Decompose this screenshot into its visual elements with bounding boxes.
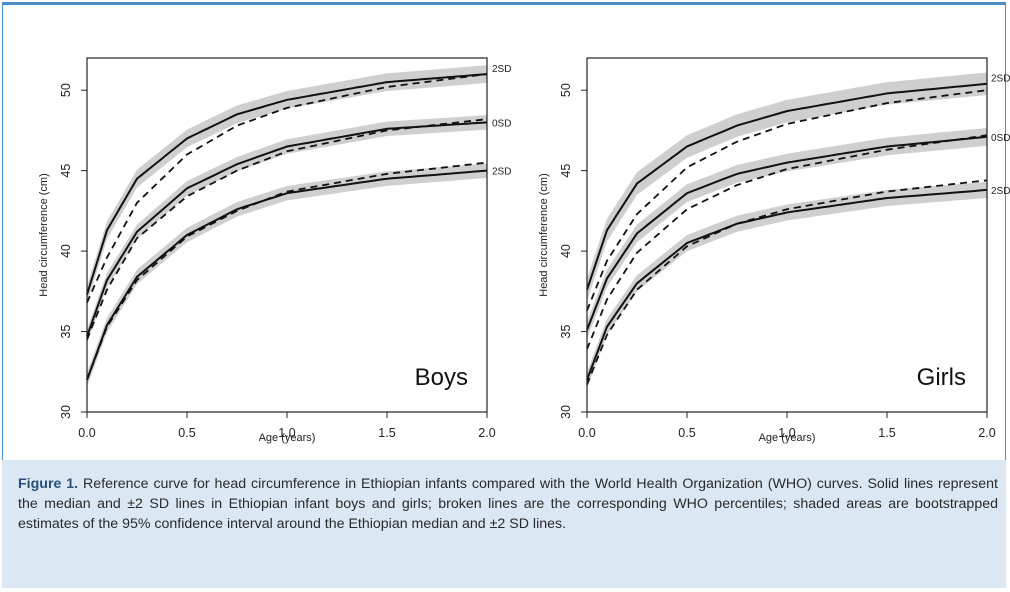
figure-caption: Figure 1. Reference curve for head circu… (18, 474, 998, 534)
boys-chart-panel: 0.0 0.5 1.0 1.5 2.0 30 35 40 45 50 Age (years) Head… (38, 57, 511, 444)
y-tick-label: 35 (59, 325, 73, 339)
series-line-5 (586, 179, 988, 385)
series-line-1 (586, 89, 988, 311)
y-tick-label: 50 (559, 83, 573, 97)
caption-box (2, 460, 1006, 588)
curve-label-0: 2SD (492, 64, 511, 75)
x-axis-label: Age (years) (259, 432, 316, 444)
y-tick-label: 45 (59, 164, 73, 178)
confidence-band-4 (87, 163, 487, 388)
x-tick-label: 1.0 (778, 426, 795, 440)
curve-label-1: 0SD (991, 133, 1010, 144)
x-tick-label: 2.0 (478, 426, 495, 440)
series-line-4 (586, 188, 988, 381)
y-tick-label: 45 (559, 164, 573, 178)
figure-charts: 0.0 0.5 1.0 1.5 2.0 30 35 40 45 50 Age (years) Head… (38, 57, 1010, 444)
x-tick-label: 1.0 (278, 426, 295, 440)
x-tick-label: 0.5 (178, 426, 195, 440)
y-tick-label: 50 (59, 83, 73, 97)
x-tick-label: 0.5 (678, 426, 695, 440)
plot-area-border (86, 57, 488, 413)
series-line-1 (86, 73, 488, 303)
series-line-0 (586, 82, 988, 291)
x-tick-label: 2.0 (978, 426, 995, 440)
series-line-0 (86, 73, 488, 295)
y-tick-label: 30 (59, 405, 73, 419)
y-tick-label: 35 (559, 325, 573, 339)
x-tick-label: 0.0 (578, 426, 595, 440)
curve-label-2: 2SD (492, 167, 511, 178)
series-line-4 (86, 169, 488, 381)
series-line-2 (586, 135, 988, 331)
panel-label: Boys (415, 364, 468, 391)
x-tick-label: 1.5 (878, 426, 895, 440)
y-axis-label: Head circumference (cm) (538, 173, 550, 296)
figure-label: Figure 1. (18, 476, 79, 492)
series-line-3 (86, 118, 488, 340)
y-tick-label: 40 (59, 244, 73, 258)
curve-label-1: 0SD (492, 118, 511, 129)
confidence-band-2 (587, 128, 987, 339)
x-tick-label: 0.0 (78, 426, 95, 440)
x-axis-label: Age (years) (759, 432, 816, 444)
y-axis-label: Head circumference (cm) (38, 173, 50, 296)
series-line-5 (86, 161, 488, 381)
top-accent-bar (2, 2, 1006, 5)
y-tick-label: 40 (559, 244, 573, 258)
caption-text: Reference curve for head circumference i… (18, 476, 998, 532)
panel-label: Girls (917, 364, 966, 391)
x-tick-label: 1.5 (378, 426, 395, 440)
y-tick-label: 30 (559, 405, 573, 419)
girls-chart-panel: 0.0 0.5 1.0 1.5 2.0 30 35 40 45 50 Age (years) Head… (538, 57, 1010, 444)
curve-label-0: 2SD (991, 74, 1010, 85)
curve-label-2: 2SD (991, 186, 1010, 197)
